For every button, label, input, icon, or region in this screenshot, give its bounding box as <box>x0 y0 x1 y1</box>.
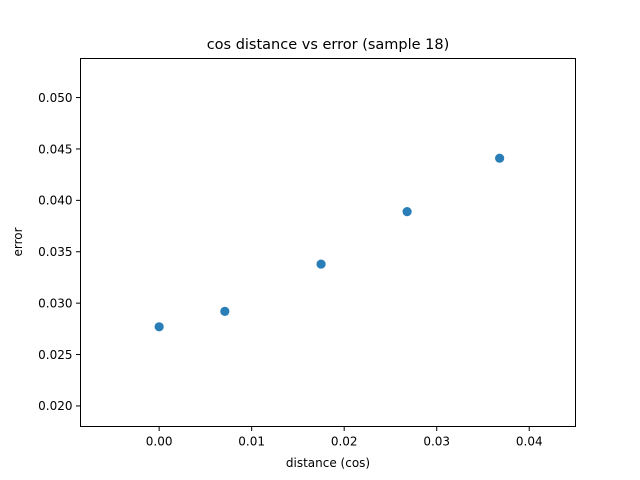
y-tick-label: 0.050 <box>38 91 72 105</box>
chart-title: cos distance vs error (sample 18) <box>207 37 450 53</box>
x-axis-ticks: 0.00 0.01 0.02 0.03 0.04 <box>146 426 543 449</box>
plot-frame <box>80 58 576 427</box>
data-point <box>154 322 164 332</box>
y-axis-label: error <box>11 227 25 256</box>
data-point <box>220 306 230 316</box>
y-tick-label: 0.030 <box>38 296 72 310</box>
y-tick-label: 0.040 <box>38 194 72 208</box>
x-axis-label: distance (cos) <box>286 456 370 470</box>
x-tick-label: 0.00 <box>146 435 173 449</box>
y-tick-label: 0.035 <box>38 245 72 259</box>
data-point <box>316 259 326 269</box>
data-point <box>495 153 505 163</box>
y-tick-label: 0.045 <box>38 142 72 156</box>
y-tick-label: 0.020 <box>38 399 72 413</box>
points-layer <box>154 153 505 332</box>
x-tick-label: 0.02 <box>331 435 358 449</box>
x-tick-label: 0.04 <box>516 435 543 449</box>
y-tick-label: 0.025 <box>38 348 72 362</box>
x-tick-label: 0.03 <box>423 435 450 449</box>
y-axis-ticks: 0.020 0.025 0.030 0.035 0.040 0.045 0.050 <box>38 91 81 413</box>
x-tick-label: 0.01 <box>238 435 265 449</box>
data-point <box>402 207 412 217</box>
